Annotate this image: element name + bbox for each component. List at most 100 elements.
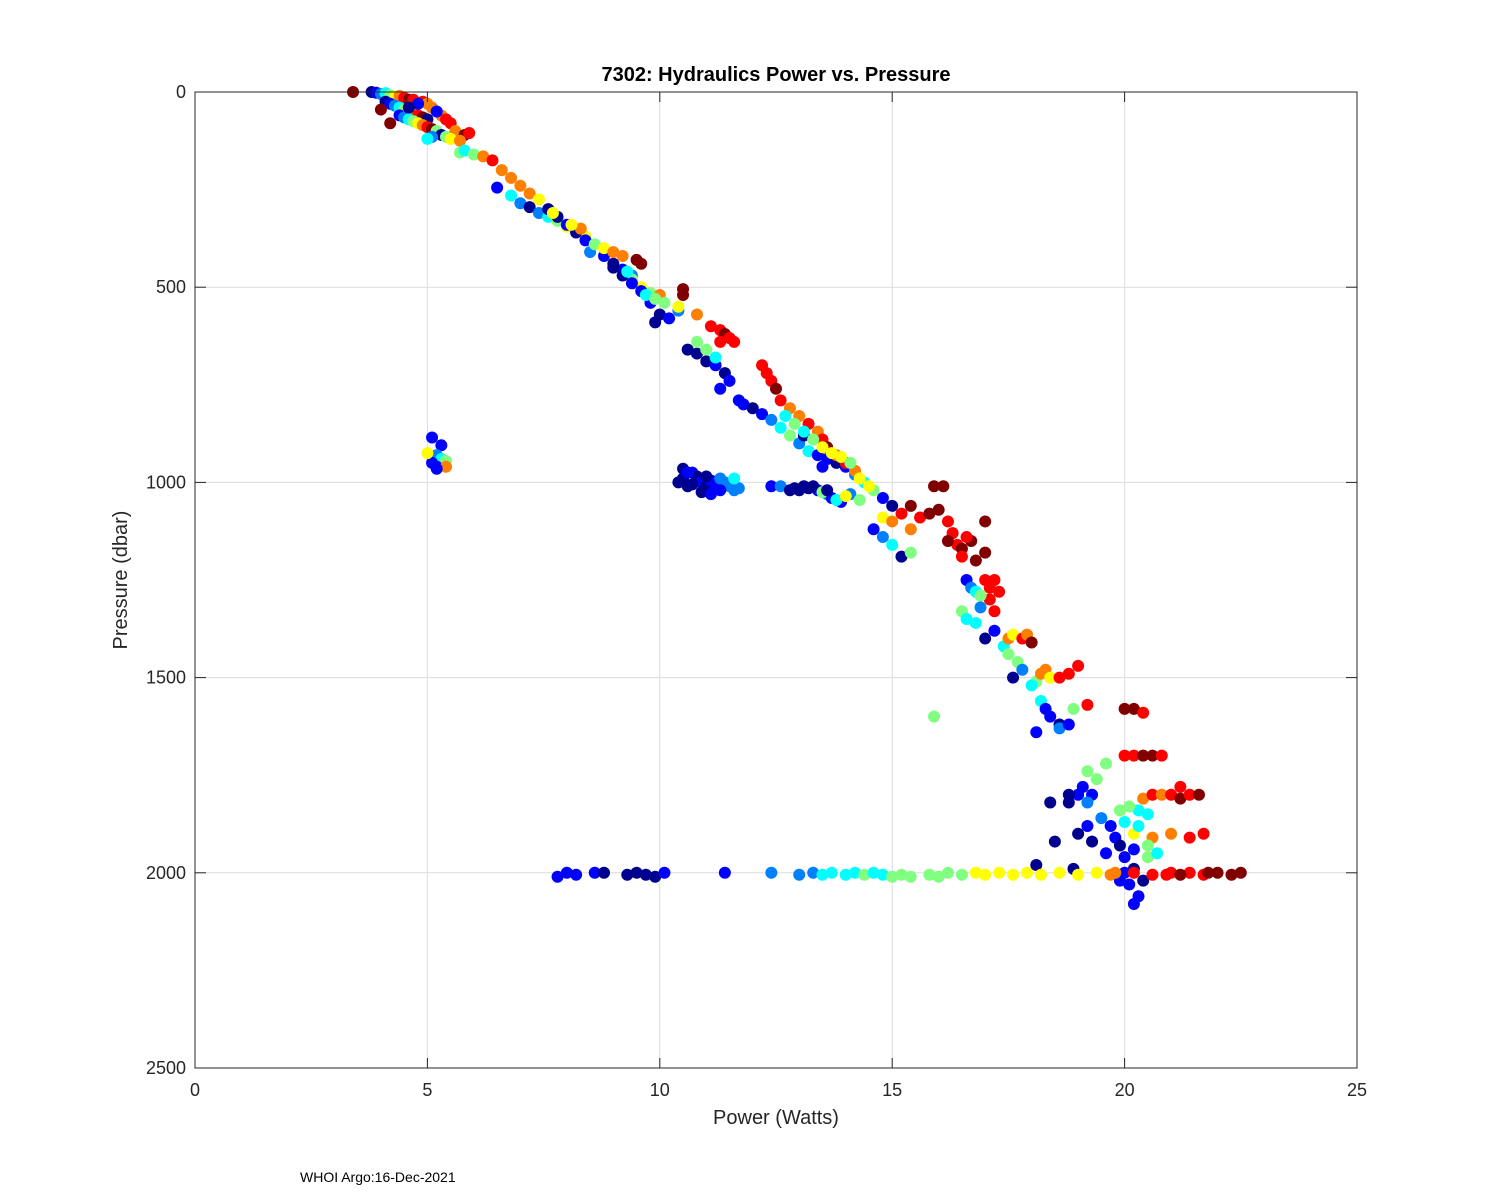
data-point [1155,749,1168,762]
data-point [1192,788,1205,801]
data-point [844,456,857,469]
data-point [821,484,834,497]
data-point [835,451,848,464]
data-point [514,197,527,210]
data-point [839,490,852,503]
data-point [1113,839,1126,852]
data-point [1234,866,1247,879]
data-point [1225,868,1238,881]
data-point [607,261,620,274]
series-isolated-900 [421,431,452,475]
data-point [690,335,703,348]
data-point [1007,868,1020,881]
data-point [765,480,778,493]
data-point [1151,847,1164,860]
data-point [1137,706,1150,719]
data-point [904,870,917,883]
data-point [867,523,880,536]
data-point [686,478,699,491]
data-point [876,511,889,524]
data-point [491,181,504,194]
data-point [1118,851,1131,864]
data-point [1141,839,1154,852]
data-point [1090,773,1103,786]
data-point [1118,816,1131,829]
data-point [937,480,950,493]
data-point [816,460,829,473]
data-point [1211,866,1224,879]
footer-timestamp: WHOI Argo:16-Dec-2021 [300,1169,456,1185]
data-point [1090,866,1103,879]
data-point [439,460,452,473]
data-point [444,132,457,145]
data-point [1104,819,1117,832]
data-point [904,499,917,512]
data-point [681,343,694,356]
data-point [690,347,703,360]
data-point [955,550,968,563]
data-point [1174,792,1187,805]
data-point [1086,835,1099,848]
data-point [941,534,954,547]
data-point [1160,868,1173,881]
data-point [1007,671,1020,684]
data-point [825,866,838,879]
data-point [588,866,601,879]
data-point [412,97,425,110]
data-point [1183,788,1196,801]
data-point [1197,827,1210,840]
data-point [1020,866,1033,879]
data-point [1123,878,1136,891]
series-cluster-1000 [672,462,866,508]
data-point [1034,868,1047,881]
x-tick-label: 5 [422,1080,432,1100]
data-point [1007,628,1020,641]
data-point [923,507,936,520]
data-point [1072,827,1085,840]
series-mid-left [681,320,899,512]
data-point [1141,851,1154,864]
data-point [1062,667,1075,680]
data-point [914,511,927,524]
data-point [1132,804,1145,817]
data-point [616,249,629,262]
data-point [598,866,611,879]
data-point [1044,796,1057,809]
data-point [579,234,592,247]
data-point [1044,710,1057,723]
data-point [1137,749,1150,762]
data-point [723,374,736,387]
grid-lines [195,92,1357,1068]
data-point [458,144,471,157]
data-point [700,343,713,356]
data-point [1137,874,1150,887]
data-point [486,154,499,167]
data-point [1062,718,1075,731]
y-axis-label: Pressure (dbar) [110,511,132,650]
data-point [853,472,866,485]
data-point [421,132,434,145]
data-point [1081,765,1094,778]
data-point [876,531,889,544]
x-axis-ticks: 0 5 10 15 20 25 [190,92,1367,1100]
data-point [1053,671,1066,684]
data-point [1127,749,1140,762]
data-point [988,624,1001,637]
data-point [435,439,448,452]
data-point [1053,722,1066,735]
data-point [783,429,796,442]
data-point [858,868,871,881]
data-point [993,866,1006,879]
data-point [1025,636,1038,649]
data-point [979,868,992,881]
data-point [728,472,741,485]
data-point [895,868,908,881]
data-point [621,265,634,278]
data-point [430,105,443,118]
data-point [1146,749,1159,762]
data-point [788,417,801,430]
y-tick-label: 0 [176,82,186,102]
data-point [746,402,759,415]
data-point [1109,866,1122,879]
data-points [347,86,1247,911]
